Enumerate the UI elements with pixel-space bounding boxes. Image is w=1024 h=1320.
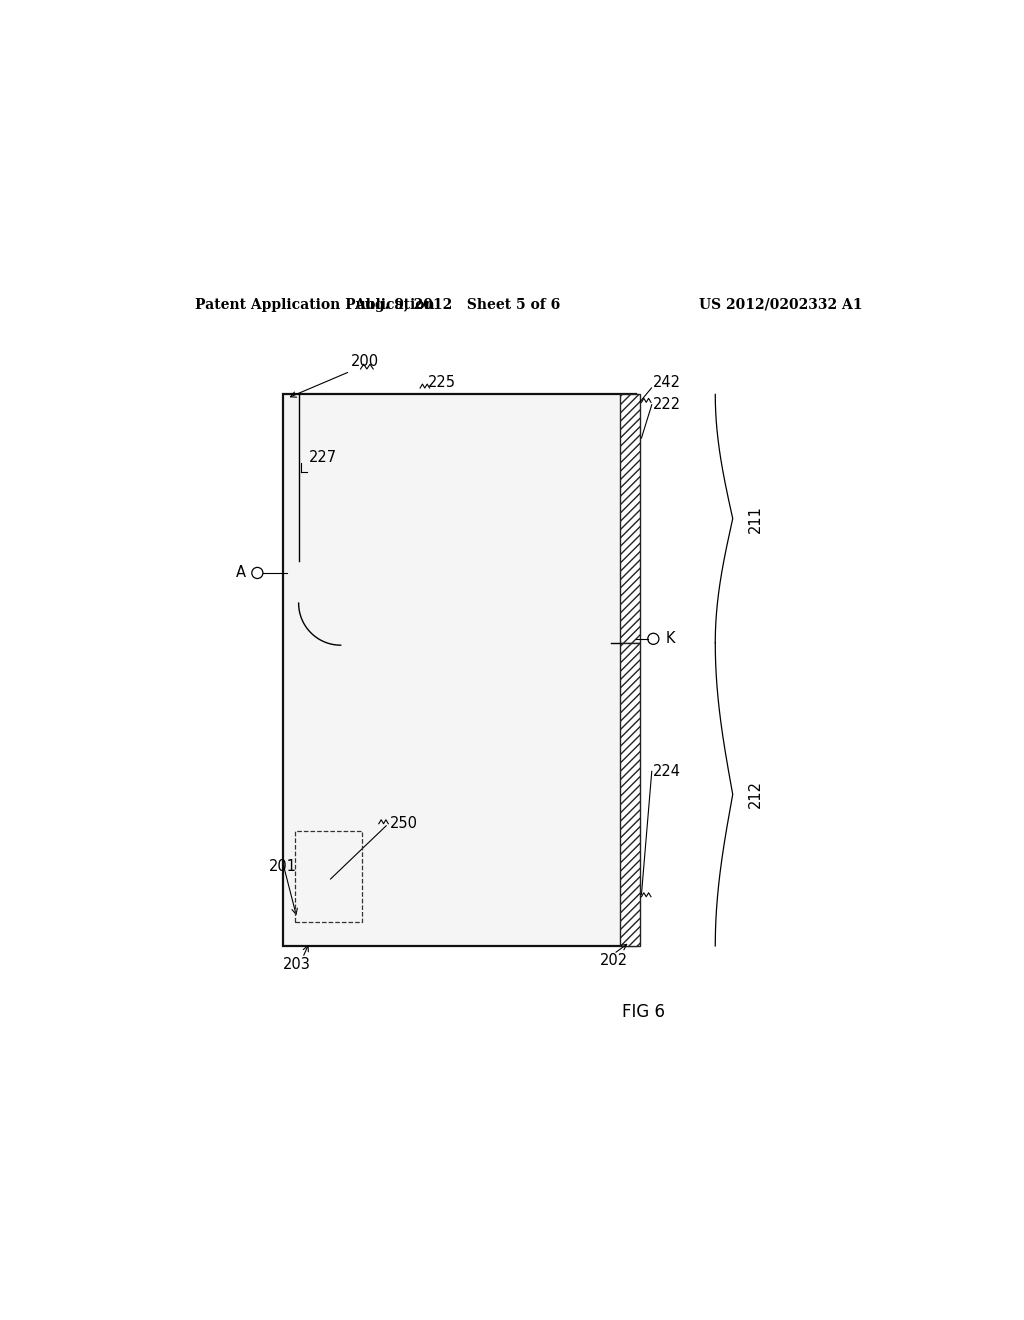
Text: 250: 250 — [390, 816, 418, 832]
Bar — [295, 830, 362, 923]
Text: 212: 212 — [748, 780, 763, 808]
Bar — [620, 643, 640, 946]
Text: Aug. 9, 2012   Sheet 5 of 6: Aug. 9, 2012 Sheet 5 of 6 — [354, 298, 560, 312]
Text: 211: 211 — [748, 504, 763, 532]
Text: 201: 201 — [269, 859, 297, 874]
Text: 242: 242 — [653, 375, 681, 389]
Bar — [620, 395, 640, 643]
Text: 225: 225 — [428, 375, 456, 389]
Text: 203: 203 — [283, 957, 311, 972]
Text: FIG 6: FIG 6 — [623, 1003, 666, 1020]
Text: US 2012/0202332 A1: US 2012/0202332 A1 — [699, 298, 863, 312]
Text: 222: 222 — [653, 397, 682, 412]
Text: 200: 200 — [350, 354, 379, 368]
Text: 224: 224 — [653, 764, 681, 779]
Text: Patent Application Publication: Patent Application Publication — [196, 298, 435, 312]
Text: A: A — [236, 565, 246, 581]
Bar — [283, 395, 636, 946]
Text: K: K — [666, 631, 676, 647]
Text: 202: 202 — [600, 953, 628, 968]
Text: 227: 227 — [309, 450, 337, 465]
